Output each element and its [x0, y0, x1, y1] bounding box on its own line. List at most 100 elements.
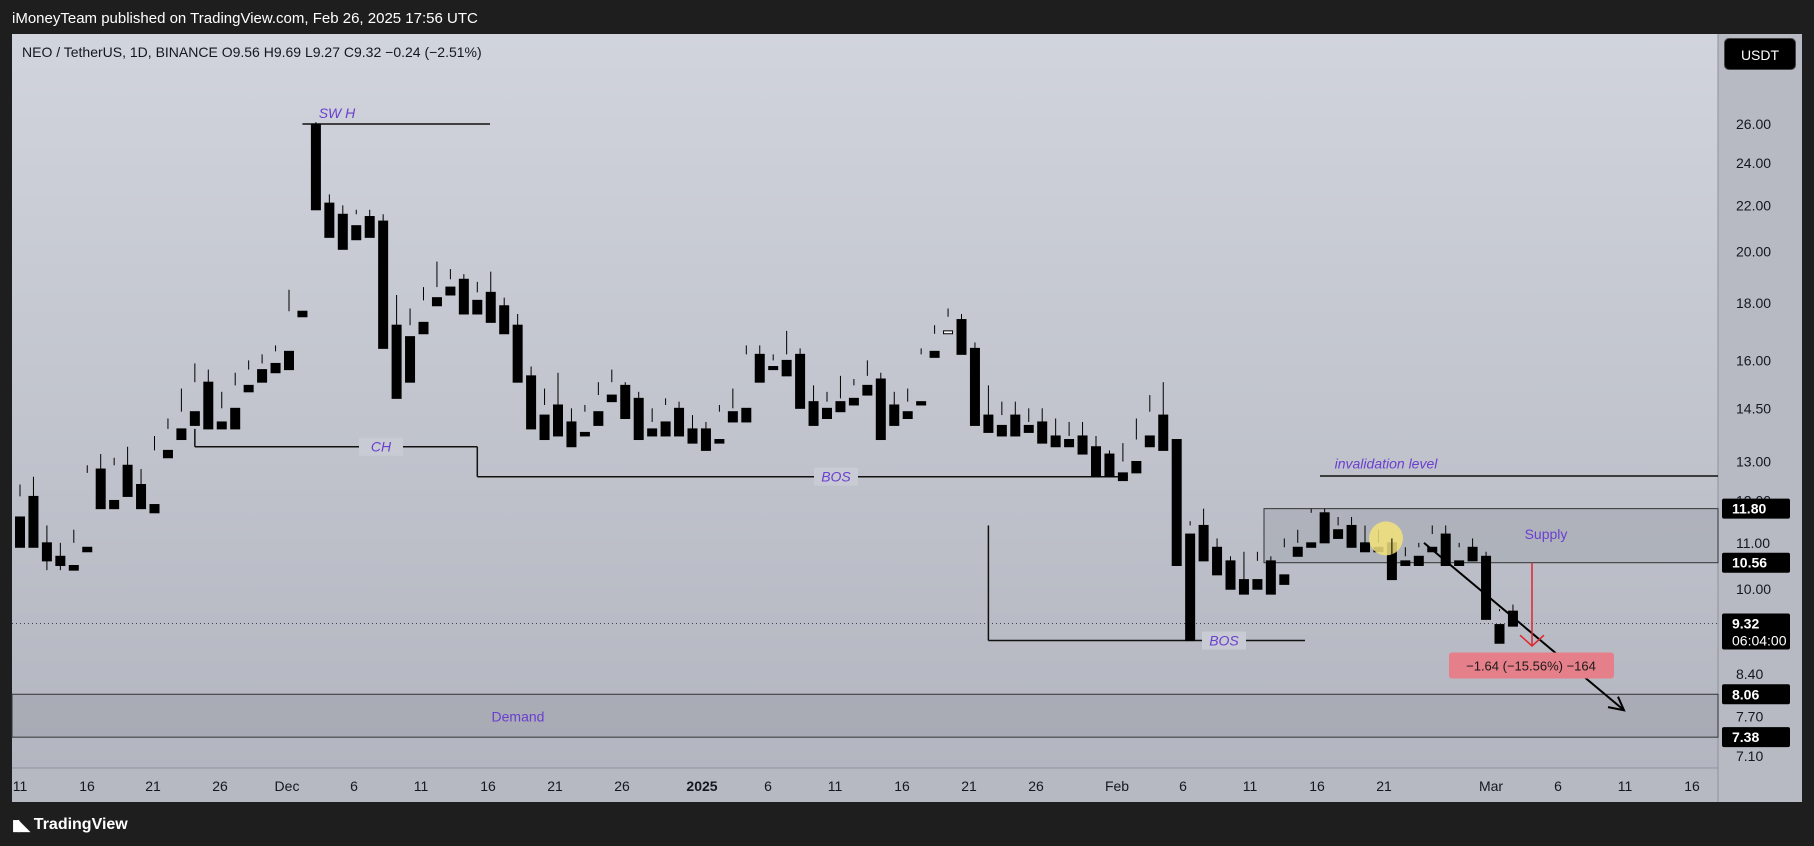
candle[interactable] [1238, 551, 1249, 595]
candle[interactable] [337, 205, 348, 250]
candle[interactable] [808, 385, 819, 426]
candle[interactable] [916, 348, 927, 406]
supply-zone[interactable] [1263, 508, 1719, 564]
candle[interactable] [1413, 542, 1424, 566]
candle[interactable] [553, 372, 563, 437]
candle[interactable] [1198, 508, 1209, 562]
candle[interactable] [1091, 435, 1101, 478]
candle[interactable] [1131, 418, 1142, 474]
candle[interactable] [1252, 551, 1263, 590]
candle[interactable] [445, 269, 456, 296]
candle[interactable] [902, 388, 913, 420]
candle[interactable] [1292, 529, 1303, 557]
candle[interactable] [351, 209, 362, 241]
candle[interactable] [1467, 538, 1478, 562]
candle[interactable] [472, 281, 483, 315]
candle[interactable] [82, 465, 93, 553]
candle[interactable] [458, 274, 469, 315]
candle[interactable] [499, 297, 510, 335]
candle[interactable] [1346, 516, 1357, 548]
candle[interactable] [647, 408, 658, 437]
candle[interactable] [1265, 556, 1276, 595]
candle[interactable] [216, 391, 227, 430]
candle[interactable] [620, 382, 631, 420]
candle[interactable] [741, 345, 752, 423]
candle[interactable] [606, 369, 617, 403]
candle[interactable] [230, 372, 241, 430]
candle[interactable] [310, 122, 321, 211]
candle[interactable] [579, 404, 590, 437]
candle[interactable] [1507, 604, 1518, 627]
candle[interactable] [983, 385, 994, 433]
candle[interactable] [1440, 525, 1451, 566]
candle[interactable] [1360, 525, 1370, 553]
candle[interactable] [1064, 421, 1075, 448]
candle[interactable] [848, 379, 859, 406]
candle[interactable] [243, 360, 254, 393]
candle[interactable] [1494, 609, 1505, 644]
candle[interactable] [418, 287, 429, 335]
candle[interactable] [1400, 547, 1411, 566]
candle[interactable] [512, 313, 523, 383]
candle[interactable] [364, 209, 375, 238]
candle[interactable] [822, 391, 832, 420]
candle[interactable] [122, 446, 133, 497]
candle[interactable] [1144, 395, 1155, 448]
candle[interactable] [889, 391, 900, 426]
candle[interactable] [1212, 538, 1223, 576]
candle[interactable] [700, 421, 711, 451]
candle[interactable] [687, 415, 698, 444]
candle[interactable] [284, 289, 294, 371]
price-chart[interactable]: −1.64 (−15.56%) −164 SW H CH BOS BOS invalida… [0, 0, 1814, 810]
candle[interactable] [1279, 538, 1290, 585]
annotation-label[interactable]: BOS [821, 469, 851, 485]
candle[interactable] [929, 325, 940, 358]
candle[interactable] [633, 391, 644, 441]
annotation-label[interactable]: Supply [1525, 526, 1568, 542]
candle[interactable] [727, 388, 738, 423]
candle[interactable] [1158, 382, 1169, 451]
candle[interactable] [714, 404, 725, 444]
candle[interactable] [1171, 439, 1182, 566]
candle[interactable] [68, 529, 79, 571]
candle[interactable] [835, 375, 846, 413]
candle[interactable] [781, 330, 792, 377]
candle[interactable] [1481, 551, 1492, 620]
candle[interactable] [660, 398, 671, 437]
candle[interactable] [257, 354, 268, 383]
candle[interactable] [969, 342, 980, 426]
candle[interactable] [391, 294, 402, 399]
candle[interactable] [754, 345, 765, 383]
candle[interactable] [95, 454, 106, 510]
candle[interactable] [378, 214, 389, 349]
annotation-label[interactable]: BOS [1209, 633, 1239, 649]
candle[interactable] [768, 354, 779, 371]
candle[interactable] [1077, 421, 1088, 455]
candle[interactable] [566, 408, 577, 448]
candle[interactable] [593, 382, 604, 426]
annotation-label[interactable]: invalidation level [1335, 455, 1439, 471]
candle[interactable] [1306, 508, 1317, 548]
candle[interactable] [1104, 450, 1115, 478]
candle[interactable] [297, 124, 308, 318]
candle[interactable] [1333, 516, 1344, 539]
currency-button[interactable]: USDT [1724, 38, 1796, 70]
candle[interactable] [176, 388, 187, 441]
candle[interactable] [162, 418, 173, 459]
candle[interactable] [674, 401, 685, 437]
candle[interactable] [189, 363, 200, 426]
candle[interactable] [55, 542, 66, 571]
candle[interactable] [136, 469, 147, 510]
candle[interactable] [956, 313, 967, 355]
candle[interactable] [1319, 508, 1330, 544]
candle[interactable] [1454, 542, 1465, 566]
candle[interactable] [15, 484, 25, 548]
candle[interactable] [1023, 408, 1034, 433]
candle[interactable] [1117, 443, 1128, 482]
candle[interactable] [943, 308, 954, 335]
candle[interactable] [1037, 408, 1048, 444]
candle[interactable] [485, 271, 496, 323]
candle[interactable] [1050, 418, 1061, 448]
candle[interactable] [405, 308, 416, 383]
candle[interactable] [996, 401, 1007, 437]
